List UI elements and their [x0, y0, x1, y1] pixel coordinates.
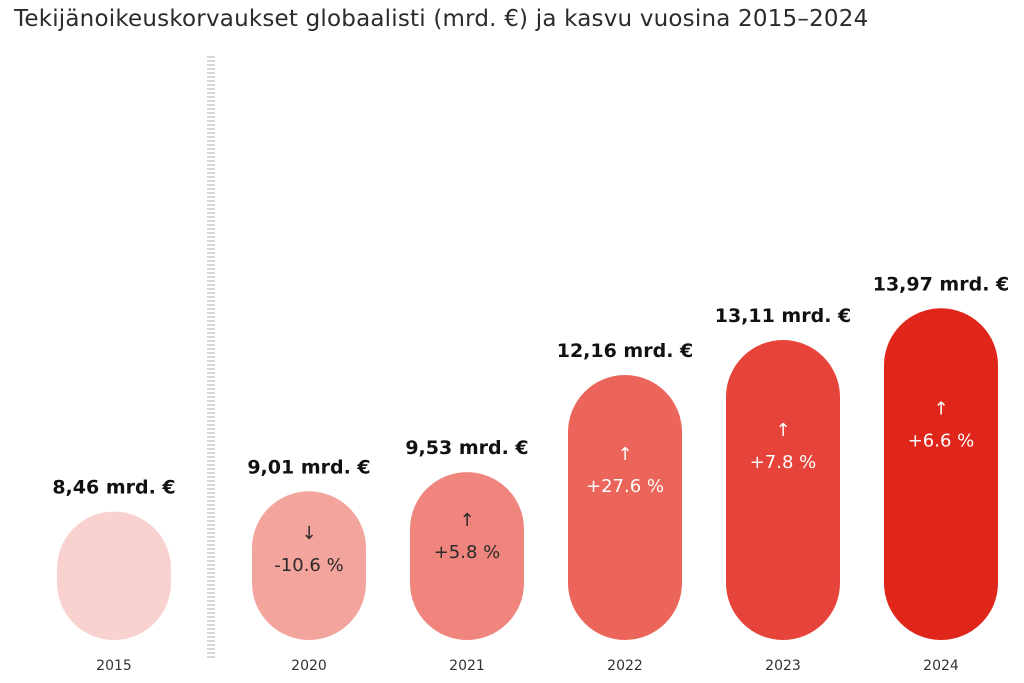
value-label-2020: 9,01 mrd. € [247, 456, 370, 478]
year-label-2021: 2021 [449, 658, 485, 674]
value-label-2024: 13,97 mrd. € [873, 273, 1010, 295]
year-label-2020: 2020 [291, 658, 327, 674]
year-label-2023: 2023 [765, 658, 801, 674]
bar-group-2022: 12,16 mrd. € ↑ +27.6 % 2022 [557, 340, 694, 674]
value-label-2015: 8,46 mrd. € [52, 477, 175, 499]
year-label-2015: 2015 [96, 658, 132, 674]
bar-group-2021: 9,53 mrd. € ↑ +5.8 % 2021 [405, 437, 528, 674]
value-label-2023: 13,11 mrd. € [715, 305, 852, 327]
arrow-up-icon-2024: ↑ [933, 398, 948, 419]
value-label-2021: 9,53 mrd. € [405, 437, 528, 459]
year-label-2022: 2022 [607, 658, 643, 674]
bar-2020 [252, 491, 366, 640]
change-label-2020: -10.6 % [274, 555, 343, 576]
change-label-2021: +5.8 % [434, 542, 501, 563]
bar-group-2023: 13,11 mrd. € ↑ +7.8 % 2023 [715, 305, 852, 674]
bar-2024 [884, 308, 998, 640]
arrow-up-icon-2022: ↑ [617, 444, 632, 465]
bar-2021 [410, 472, 524, 640]
arrow-up-icon-2023: ↑ [775, 420, 790, 441]
bar-2023 [726, 340, 840, 640]
chart-title: Tekijänoikeuskorvaukset globaalisti (mrd… [14, 6, 869, 32]
arrow-down-icon-2020: ↓ [301, 523, 316, 544]
change-label-2023: +7.8 % [750, 452, 817, 473]
value-label-2022: 12,16 mrd. € [557, 340, 694, 362]
change-label-2022: +27.6 % [586, 476, 664, 497]
bar-2015 [57, 511, 171, 640]
bar-2022 [568, 375, 682, 640]
bar-group-2020: 9,01 mrd. € ↓ -10.6 % 2020 [247, 456, 370, 674]
bar-group-2015: 8,46 mrd. € 2015 [52, 477, 175, 674]
arrow-up-icon-2021: ↑ [459, 510, 474, 531]
bar-group-2024: 13,97 mrd. € ↑ +6.6 % 2024 [873, 273, 1010, 674]
change-label-2024: +6.6 % [908, 430, 975, 451]
year-label-2024: 2024 [923, 658, 959, 674]
